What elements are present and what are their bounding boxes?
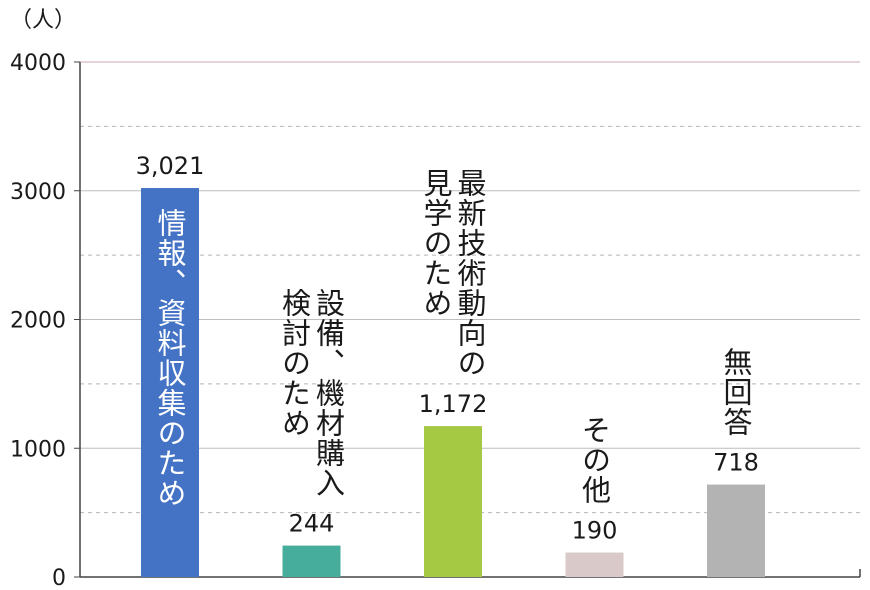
y-tick-label: 4000 xyxy=(10,51,66,76)
bar-4 xyxy=(565,552,624,577)
y-tick-label: 0 xyxy=(52,566,66,590)
bar-1 xyxy=(141,188,199,577)
category-label-2: 設備、機材購入 検討のため xyxy=(277,287,346,498)
data-label-5: 718 xyxy=(713,449,759,477)
bar-5 xyxy=(707,484,765,577)
data-label-4: 190 xyxy=(572,517,618,545)
category-label-5: 無回答 xyxy=(719,346,753,437)
data-label-3: 1,172 xyxy=(419,390,488,418)
y-tick-label: 1000 xyxy=(10,437,66,462)
y-tick-label: 3000 xyxy=(10,180,66,205)
y-axis-unit-label: （人） xyxy=(10,8,77,33)
y-tick-label: 2000 xyxy=(10,309,66,334)
category-label-1: 情報、資料収集のため xyxy=(153,208,187,509)
bar-2 xyxy=(282,545,341,577)
data-label-1: 3,021 xyxy=(136,152,205,180)
data-label-2: 244 xyxy=(289,510,335,538)
category-label-4: その他 xyxy=(577,414,612,505)
bar-3 xyxy=(424,426,482,577)
category-label-3: 最新技術動向の 見学のため xyxy=(419,168,487,379)
